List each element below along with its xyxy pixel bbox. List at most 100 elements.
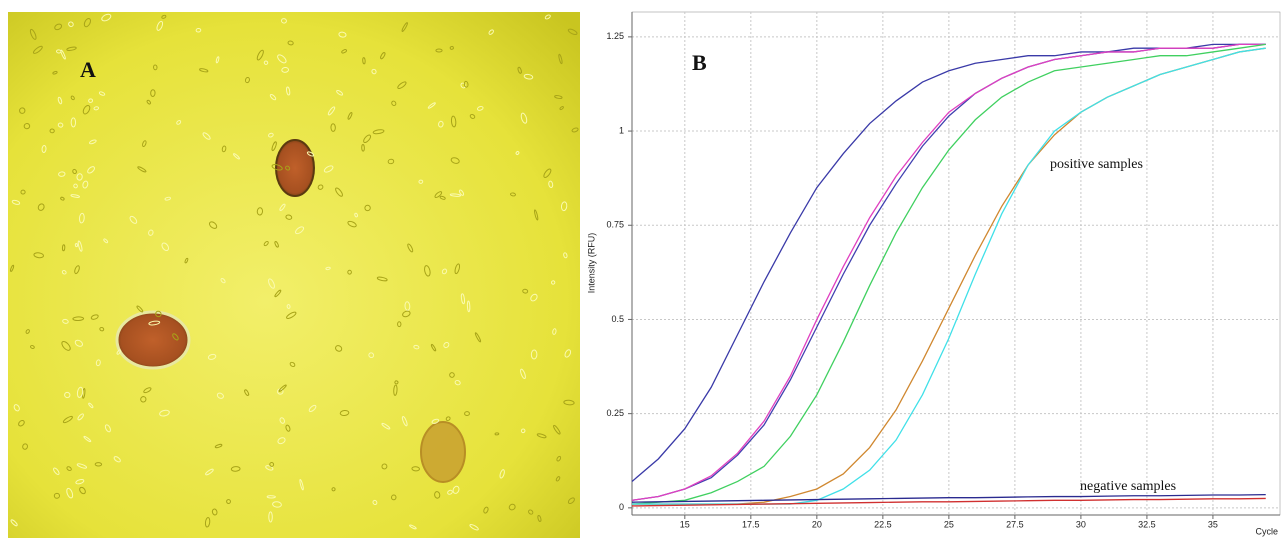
x-tick-label: 32.5 — [1138, 519, 1156, 529]
speck — [57, 96, 63, 105]
speck — [20, 189, 26, 195]
curve — [631, 43, 1266, 501]
speck — [567, 28, 578, 36]
speck — [287, 40, 294, 46]
curve — [631, 494, 1266, 503]
annotation: negative samples — [1080, 479, 1176, 494]
speck — [150, 89, 156, 97]
speck — [70, 117, 77, 128]
speck — [11, 199, 21, 205]
speck — [214, 443, 223, 449]
speck — [268, 511, 273, 523]
speck — [285, 165, 291, 171]
speck — [58, 171, 66, 177]
speck — [339, 409, 350, 417]
speck — [70, 194, 80, 198]
speck — [347, 269, 352, 275]
speck — [274, 241, 279, 248]
speck — [556, 455, 562, 462]
speck — [216, 392, 224, 399]
speck — [195, 27, 202, 33]
speck — [308, 404, 317, 413]
x-tick-label: 15 — [680, 519, 690, 529]
speck — [285, 424, 291, 432]
speck — [528, 509, 534, 515]
speck — [306, 151, 315, 157]
speck — [226, 499, 231, 504]
speck — [90, 314, 99, 320]
speck — [464, 411, 470, 417]
speck — [93, 106, 100, 111]
speck — [211, 508, 218, 516]
speck — [87, 166, 95, 174]
speck — [445, 416, 451, 421]
speck — [466, 300, 471, 313]
speck — [116, 349, 122, 355]
speck — [571, 127, 579, 133]
speck — [129, 215, 138, 224]
speck — [30, 344, 35, 349]
speck — [354, 212, 358, 218]
speck — [325, 266, 331, 271]
speck — [488, 29, 494, 35]
speck — [66, 46, 77, 51]
speck — [53, 467, 60, 475]
speck — [543, 168, 552, 178]
speck — [220, 278, 226, 284]
speck — [280, 18, 287, 24]
speck — [553, 424, 561, 435]
speck — [544, 14, 551, 20]
speck — [77, 413, 84, 421]
speck — [560, 201, 568, 212]
y-axis-label: Intensity (RFU) — [586, 233, 596, 294]
speck — [277, 437, 286, 445]
speck — [338, 31, 347, 38]
speck — [438, 120, 444, 128]
speck — [232, 153, 240, 160]
panel-label: B — [692, 50, 707, 75]
speck — [460, 293, 466, 305]
speck — [330, 123, 336, 132]
panel-label: A — [80, 57, 96, 82]
speck — [164, 196, 171, 201]
speck — [230, 466, 241, 472]
speck — [552, 328, 557, 335]
speck — [499, 469, 505, 479]
speck — [271, 164, 283, 171]
speck — [148, 320, 161, 326]
speck — [143, 387, 152, 394]
speck — [434, 491, 441, 499]
speck — [140, 396, 147, 403]
speck — [554, 95, 563, 99]
speck — [335, 187, 343, 197]
x-tick-label: 20 — [812, 519, 822, 529]
speck — [61, 341, 71, 351]
speck — [99, 326, 105, 332]
speck — [142, 140, 147, 147]
curve — [631, 43, 1266, 505]
speck — [418, 179, 424, 184]
speck — [101, 13, 112, 22]
speck — [83, 435, 92, 443]
speck — [33, 252, 44, 259]
speck — [449, 45, 454, 50]
speck — [279, 203, 286, 211]
speck — [520, 368, 526, 380]
speck — [441, 268, 448, 275]
speck — [76, 173, 83, 181]
speck — [397, 81, 407, 90]
speck — [430, 343, 437, 352]
speck — [266, 495, 276, 499]
speck — [381, 463, 388, 470]
speck — [62, 415, 73, 424]
speck — [161, 14, 167, 19]
speck — [207, 353, 217, 360]
speck — [66, 487, 74, 499]
speck — [454, 379, 461, 386]
speck — [244, 389, 250, 396]
speck — [64, 391, 71, 399]
speck — [522, 288, 529, 294]
speck — [381, 422, 391, 430]
